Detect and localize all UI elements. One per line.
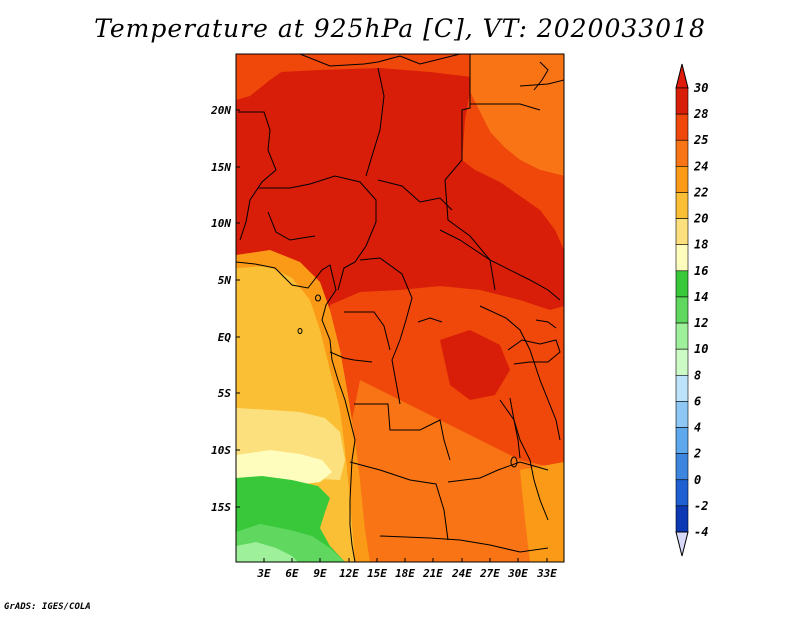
lon-label: 24E [451, 567, 472, 580]
colorbar-swatch [675, 218, 689, 246]
colorbar-swatch [675, 427, 689, 454]
colorbar-label: 16 [694, 264, 708, 278]
colorbar-label: 12 [694, 316, 708, 330]
colorbar-label: 28 [693, 107, 708, 121]
longitude-ticks [263, 558, 548, 562]
colorbar-swatch [675, 139, 689, 167]
colorbar-label: 30 [693, 81, 708, 95]
colorbar-swatch [675, 296, 689, 324]
lon-label: 9E [313, 567, 327, 580]
colorbar-label: -2 [694, 499, 708, 513]
lon-label: 30E [507, 567, 528, 580]
coastlines-and-borders [236, 54, 564, 562]
colorbar-swatch [675, 244, 689, 272]
colorbar-swatch [675, 374, 689, 402]
colorbar-label: 10 [694, 342, 708, 356]
colorbar-label: 8 [694, 368, 701, 382]
lon-label: 27E [479, 567, 500, 580]
temp-region-ocean-southwest [236, 542, 298, 562]
colorbar-label: 18 [694, 238, 708, 252]
colorbar-top-arrow [675, 63, 689, 89]
lat-label: EQ [218, 331, 232, 344]
colorbar-swatch [675, 113, 689, 141]
temp-region-south-interior [352, 380, 564, 562]
colorbar-swatch [675, 322, 689, 350]
lat-label: 10S [211, 444, 231, 457]
colorbar-label: 25 [693, 133, 708, 147]
temp-region-northwest-band [236, 54, 300, 100]
colorbar-swatch [675, 166, 689, 193]
lat-label: 10N [211, 217, 231, 230]
colorbar-swatch [675, 453, 689, 481]
grads-credit: GrADS: IGES/COLA [4, 602, 91, 612]
colorbar-label: 24 [693, 159, 708, 173]
lakes [297, 294, 521, 468]
colorbar-label: 20 [693, 212, 708, 226]
colorbar-label: 6 [694, 394, 701, 408]
temperature-map [236, 54, 564, 562]
colorbar-swatch [675, 401, 689, 428]
colorbar-swatch [675, 505, 689, 533]
colorbar-label: 14 [694, 290, 708, 304]
lon-label: 6E [285, 567, 299, 580]
lon-label: 18E [395, 567, 415, 580]
temp-region-southeast-hot [440, 330, 510, 400]
colorbar-label: 0 [694, 473, 701, 487]
lon-label: 12E [339, 567, 359, 580]
colorbar-label: -4 [694, 525, 708, 539]
longitude-axis: 3E 6E 9E 12E 15E 18E 21E 24E 27E 30E 33E [256, 567, 557, 580]
map-frame [235, 53, 565, 563]
temp-region-northeast-warm [462, 92, 564, 250]
colorbar-swatch [675, 87, 689, 115]
colorbar-label: 22 [693, 185, 708, 199]
lat-label: 5S [218, 387, 232, 400]
colorbar-swatch [675, 348, 689, 376]
colorbar-label: 4 [694, 421, 701, 435]
lon-label: 3E [256, 567, 271, 580]
lat-label: 20N [210, 104, 231, 117]
lat-label: 15S [211, 501, 231, 514]
temp-region-southeast-corner [520, 462, 564, 562]
colorbar-swatch [675, 270, 689, 298]
lon-label: 21E [422, 567, 443, 580]
lon-label: 33E [536, 567, 557, 580]
lat-label: 15N [211, 161, 231, 174]
colorbar-bottom-arrow [675, 531, 689, 557]
colorbar-swatch [675, 192, 689, 219]
colorbar-swatch [675, 479, 689, 507]
lon-label: 15E [367, 567, 387, 580]
latitude-axis: 20N 15N 10N 5N EQ 5S 10S 15S [210, 104, 231, 514]
colorbar-label: 2 [693, 447, 701, 461]
map-title: Temperature at 925hPa [C], VT: 202003301… [94, 14, 706, 43]
latitude-ticks [236, 109, 240, 508]
lat-label: 5N [218, 274, 232, 287]
